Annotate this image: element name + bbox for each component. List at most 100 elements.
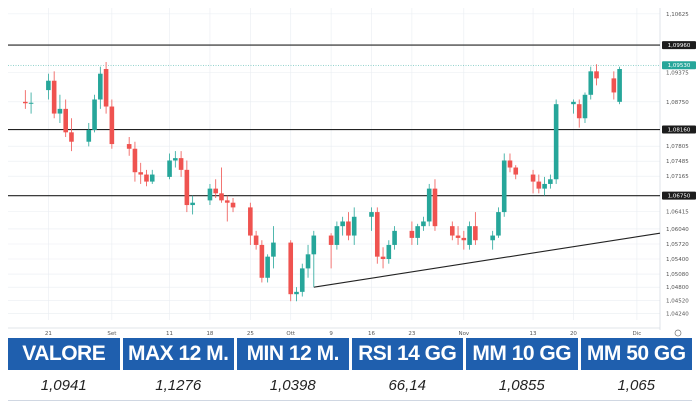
- candle-body: [173, 158, 178, 161]
- candle-body: [167, 160, 172, 177]
- candle-body: [340, 221, 345, 227]
- candle-body: [190, 202, 195, 206]
- candle-body: [409, 230, 415, 238]
- x-tick-label: 13: [530, 331, 537, 337]
- candle-body: [213, 188, 219, 194]
- current-price-label: 1,09530: [668, 63, 691, 69]
- candle-body: [501, 160, 507, 213]
- candle-body: [57, 108, 63, 114]
- y-tick-label: 1,05400: [666, 257, 689, 263]
- candle-body: [449, 226, 455, 236]
- candle-body: [328, 235, 334, 245]
- candle-body: [594, 71, 599, 79]
- candle-body: [230, 202, 236, 208]
- y-tick-label: 1,06040: [666, 227, 689, 233]
- candle-body: [69, 132, 74, 142]
- candle-body: [374, 212, 380, 257]
- candle-body: [386, 244, 392, 260]
- candle-body: [432, 188, 438, 227]
- stats-table: VALORE MAX 12 M. MIN 12 M. RSI 14 GG MM …: [8, 338, 692, 401]
- header-max-12m: MAX 12 M.: [122, 338, 234, 370]
- candle-body: [103, 68, 109, 107]
- candle-body: [542, 183, 547, 189]
- candlestick-chart: 1,10625 1,09960 1,09375 1,08750 1,08160 1,078…: [8, 8, 696, 337]
- candle-body: [28, 102, 34, 104]
- stats-value-row: 1,0941 1,1276 1,0398 66,14 1,0855 1,065: [8, 370, 692, 401]
- candle-body: [23, 101, 28, 104]
- candle-body: [98, 73, 103, 100]
- candle-body: [259, 244, 265, 278]
- candle-body: [455, 235, 461, 238]
- candle-body: [63, 108, 68, 133]
- price-chart: 1,10625 1,09960 1,09375 1,08750 1,08160 1,078…: [8, 8, 696, 337]
- stats-header-row: VALORE MAX 12 M. MIN 12 M. RSI 14 GG MM …: [8, 338, 692, 370]
- header-valore: VALORE: [8, 338, 120, 370]
- level-tag: [662, 125, 696, 134]
- candle-body: [392, 230, 397, 245]
- candle-body: [334, 226, 340, 245]
- x-tick-label: 20: [570, 331, 577, 337]
- y-tick-label: 1,04520: [666, 298, 689, 304]
- value-valore: 1,0941: [40, 376, 87, 394]
- candle-body: [126, 144, 132, 149]
- candle-body: [467, 226, 472, 245]
- candle-body: [369, 212, 374, 217]
- candle-body: [51, 80, 57, 114]
- value-rsi-14gg: 66,14: [388, 376, 427, 394]
- candle-body: [132, 148, 138, 173]
- candle-body: [351, 216, 357, 236]
- level-label: 1,08160: [668, 128, 691, 134]
- level-tag: [662, 41, 696, 50]
- x-tick-label: Dic: [633, 331, 642, 337]
- candle-body: [346, 221, 351, 236]
- candle-body: [178, 158, 184, 170]
- y-tick-label: 1,05080: [666, 272, 689, 278]
- y-tick-label: 1,09375: [666, 71, 689, 77]
- candle-body: [530, 174, 536, 182]
- candle-body: [219, 193, 224, 201]
- candle-body: [149, 174, 155, 182]
- candle-body: [576, 104, 582, 119]
- x-tick-label: 18: [206, 331, 213, 337]
- y-tick-label: 1,10625: [666, 12, 689, 18]
- y-tick-label: 1,04800: [666, 285, 689, 291]
- value-mm-50gg: 1,065: [617, 376, 656, 394]
- header-mm-50gg: MM 50 GG: [580, 338, 692, 370]
- candle-body: [571, 101, 576, 105]
- candle-body: [536, 181, 542, 189]
- candle-body: [294, 291, 299, 295]
- level-tag: [662, 191, 696, 200]
- level-label: 1,06750: [668, 194, 691, 200]
- candle-body: [380, 256, 386, 260]
- header-min-12m: MIN 12 M.: [237, 338, 349, 370]
- x-tick-label: 11: [166, 331, 173, 337]
- candle-body: [265, 256, 270, 278]
- candle-body: [311, 235, 317, 255]
- value-mm-10gg: 1,0855: [498, 376, 545, 394]
- candle-body: [421, 221, 426, 227]
- candle-body: [288, 242, 294, 295]
- candle-body: [184, 169, 190, 206]
- x-tick-label: 25: [247, 331, 254, 337]
- candle-body: [305, 254, 311, 269]
- candle-body: [92, 99, 97, 130]
- trendline: [313, 232, 661, 288]
- x-tick-label: 21: [45, 331, 52, 337]
- candle-body: [144, 174, 149, 182]
- candle-body: [548, 179, 553, 184]
- value-min-12m: 1,0398: [269, 376, 316, 394]
- candle-body: [617, 68, 622, 102]
- header-rsi-14gg: RSI 14 GG: [351, 338, 463, 370]
- candle-body: [473, 226, 478, 241]
- candle-body: [415, 226, 420, 238]
- candle-body: [46, 80, 51, 91]
- candle-body: [426, 188, 432, 222]
- x-tick-label: Ott: [286, 331, 295, 337]
- candle-body: [513, 167, 519, 175]
- candle-body: [299, 268, 305, 292]
- candle-body: [138, 172, 144, 175]
- y-tick-label: 1,07485: [666, 159, 689, 165]
- x-tick-label: 9: [329, 331, 333, 337]
- x-tick-label: 23: [408, 331, 415, 337]
- x-tick-label: 16: [368, 331, 375, 337]
